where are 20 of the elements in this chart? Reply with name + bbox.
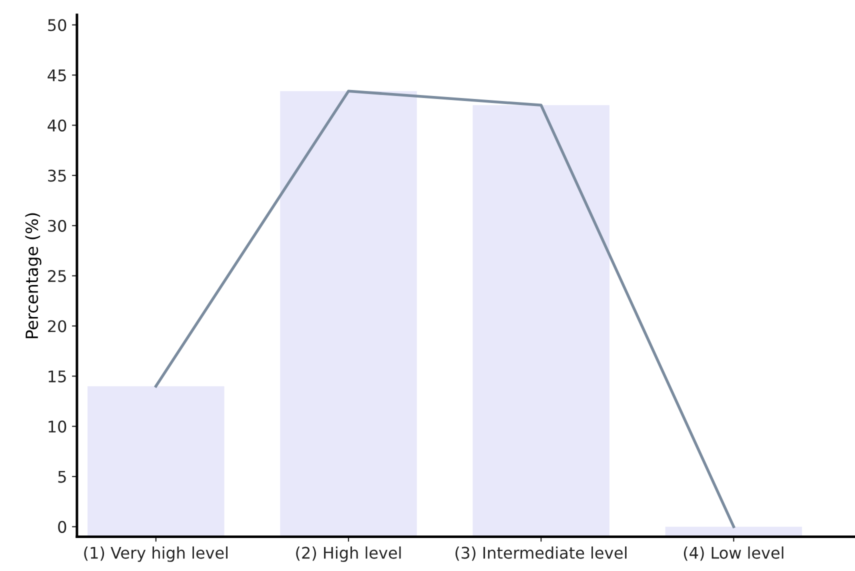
bar — [88, 386, 224, 537]
line-series — [154, 90, 736, 528]
x-tick-label: (4) Low level — [684, 546, 784, 561]
y-tick-label: 10 — [48, 420, 66, 433]
y-tick-label: 30 — [48, 220, 66, 232]
y-tick-label: 5 — [58, 470, 66, 483]
bar — [280, 91, 417, 537]
y-tick-label: 25 — [48, 270, 66, 282]
y-tick-label: 50 — [48, 19, 66, 32]
x-tick-label: (2) High level — [296, 546, 401, 562]
y-axis-title: Percentage (%) — [25, 213, 42, 338]
x-tick-label: (1) Very high level — [84, 546, 228, 562]
bar — [472, 105, 610, 537]
y-tick-label: 40 — [48, 119, 66, 132]
y-tick-label: 35 — [48, 170, 66, 182]
x-tick-label: (3) Intermediate level — [456, 546, 626, 561]
y-tick-label: 20 — [48, 320, 66, 332]
y-tick-label: 15 — [48, 370, 66, 382]
y-tick-label: 45 — [48, 69, 66, 82]
y-tick-label: 0 — [58, 520, 66, 533]
